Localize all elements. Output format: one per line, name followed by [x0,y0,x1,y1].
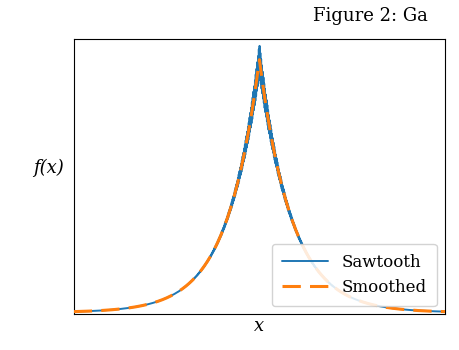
Smoothed [138,304,144,308]
Sawtooth [138,304,144,308]
Smoothed [293,230,299,234]
Sawtooth [256,44,262,48]
Smoothed [441,309,447,314]
Y-axis label: f(x): f(x) [34,159,64,177]
Sawtooth [347,295,353,299]
Smoothed [375,304,381,308]
Smoothed [347,295,353,299]
X-axis label: x: x [254,317,264,335]
Smoothed [213,245,218,249]
Smoothed [71,309,76,314]
Sawtooth [71,309,76,314]
Sawtooth [312,265,317,269]
Sawtooth [213,244,218,248]
Smoothed [312,265,317,269]
Legend: Sawtooth, Smoothed: Sawtooth, Smoothed [271,244,436,306]
Sawtooth [293,230,299,234]
Text: Figure 2: Ga: Figure 2: Ga [312,7,427,25]
Smoothed [256,58,262,62]
Sawtooth [441,309,447,314]
Line: Smoothed: Smoothed [73,60,444,312]
Sawtooth [375,304,381,308]
Line: Sawtooth: Sawtooth [73,46,444,312]
